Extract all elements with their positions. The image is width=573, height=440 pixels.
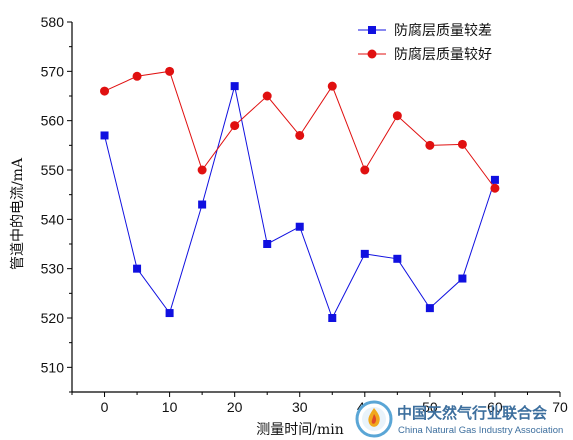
x-axis-title: 测量时间/min (256, 422, 344, 438)
data-point-square (263, 240, 272, 248)
x-tick-label: 10 (162, 399, 178, 415)
watermark-english: China Natural Gas Industry Association (398, 425, 563, 436)
data-point-square (490, 175, 499, 184)
data-point-circle (457, 139, 467, 149)
watermark: 中国天然气行业联合会 China Natural Gas Industry As… (355, 400, 563, 438)
data-point-square (360, 249, 369, 258)
tick-labels: 010203040506070510520530540550560570580 (41, 14, 568, 415)
legend-label: 防腐层质量较好 (394, 46, 492, 63)
data-point-square (458, 274, 467, 283)
data-point-circle (197, 165, 207, 175)
data-point-square (425, 304, 434, 313)
data-point-square (100, 131, 109, 140)
x-tick-label: 20 (227, 399, 243, 415)
data-point-circle (100, 86, 110, 96)
data-point-circle (490, 183, 500, 193)
data-point-circle (132, 71, 142, 81)
y-tick-label: 560 (41, 113, 65, 129)
data-point-circle (392, 111, 402, 121)
x-tick-label: 30 (292, 399, 308, 415)
series-line (104, 86, 496, 320)
tick-marks (67, 21, 561, 397)
data-point-circle (262, 91, 272, 101)
y-tick-label: 550 (41, 162, 65, 178)
data-point-square (165, 309, 174, 318)
series-layer (100, 66, 500, 322)
series-line (104, 70, 496, 189)
y-tick-label: 580 (41, 14, 65, 30)
y-tick-label: 510 (41, 359, 65, 375)
watermark-chinese: 中国天然气行业联合会 (397, 404, 547, 422)
legend-label: 防腐层质量较差 (394, 22, 492, 39)
data-point-square (393, 254, 402, 263)
y-tick-label: 530 (41, 261, 65, 277)
data-point-square (133, 264, 142, 273)
data-point-circle (360, 165, 370, 175)
data-point-circle (165, 66, 175, 76)
x-tick-label: 50 (422, 399, 438, 415)
y-tick-label: 540 (41, 211, 65, 227)
data-point-circle (230, 121, 240, 131)
data-point-circle (295, 130, 305, 140)
data-point-square (328, 314, 337, 322)
x-tick-label: 70 (552, 399, 568, 415)
data-point-square (230, 82, 239, 91)
x-tick-label: 60 (487, 399, 503, 415)
legend-marker-square (368, 26, 376, 34)
y-axis-title: 管道中的电流/mA (10, 157, 26, 270)
y-tick-label: 520 (41, 310, 65, 326)
legend-marker-circle (367, 49, 377, 59)
series-2 (100, 66, 500, 193)
data-point-circle (327, 81, 337, 91)
association-logo-icon (355, 400, 393, 438)
axes (71, 22, 560, 393)
series-1 (100, 82, 499, 322)
data-point-square (198, 200, 207, 209)
data-point-circle (425, 140, 435, 150)
data-point-square (295, 222, 304, 231)
x-tick-label: 0 (101, 399, 109, 415)
y-tick-label: 570 (41, 63, 65, 79)
